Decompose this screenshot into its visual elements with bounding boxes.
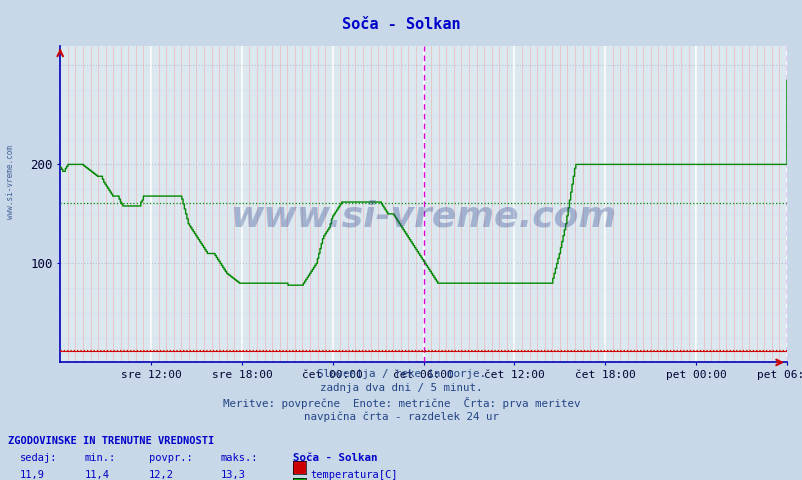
Text: www.si-vreme.com: www.si-vreme.com (230, 200, 616, 234)
Text: 11,4: 11,4 (84, 470, 109, 480)
Text: Meritve: povprečne  Enote: metrične  Črta: prva meritev: Meritve: povprečne Enote: metrične Črta:… (222, 397, 580, 409)
Text: www.si-vreme.com: www.si-vreme.com (6, 145, 15, 219)
Text: zadnja dva dni / 5 minut.: zadnja dva dni / 5 minut. (320, 383, 482, 393)
Text: 11,9: 11,9 (20, 470, 45, 480)
Text: ZGODOVINSKE IN TRENUTNE VREDNOSTI: ZGODOVINSKE IN TRENUTNE VREDNOSTI (8, 436, 214, 446)
Text: Slovenija / reke in morje.: Slovenija / reke in morje. (317, 369, 485, 379)
Text: 13,3: 13,3 (221, 470, 245, 480)
Text: povpr.:: povpr.: (148, 453, 192, 463)
Text: 12,2: 12,2 (148, 470, 173, 480)
Text: temperatura[C]: temperatura[C] (310, 470, 398, 480)
Text: sedaj:: sedaj: (20, 453, 58, 463)
Text: navpična črta - razdelek 24 ur: navpična črta - razdelek 24 ur (304, 412, 498, 422)
Text: Soča - Solkan: Soča - Solkan (342, 17, 460, 32)
Text: maks.:: maks.: (221, 453, 258, 463)
Text: Soča - Solkan: Soča - Solkan (293, 453, 377, 463)
Text: min.:: min.: (84, 453, 115, 463)
